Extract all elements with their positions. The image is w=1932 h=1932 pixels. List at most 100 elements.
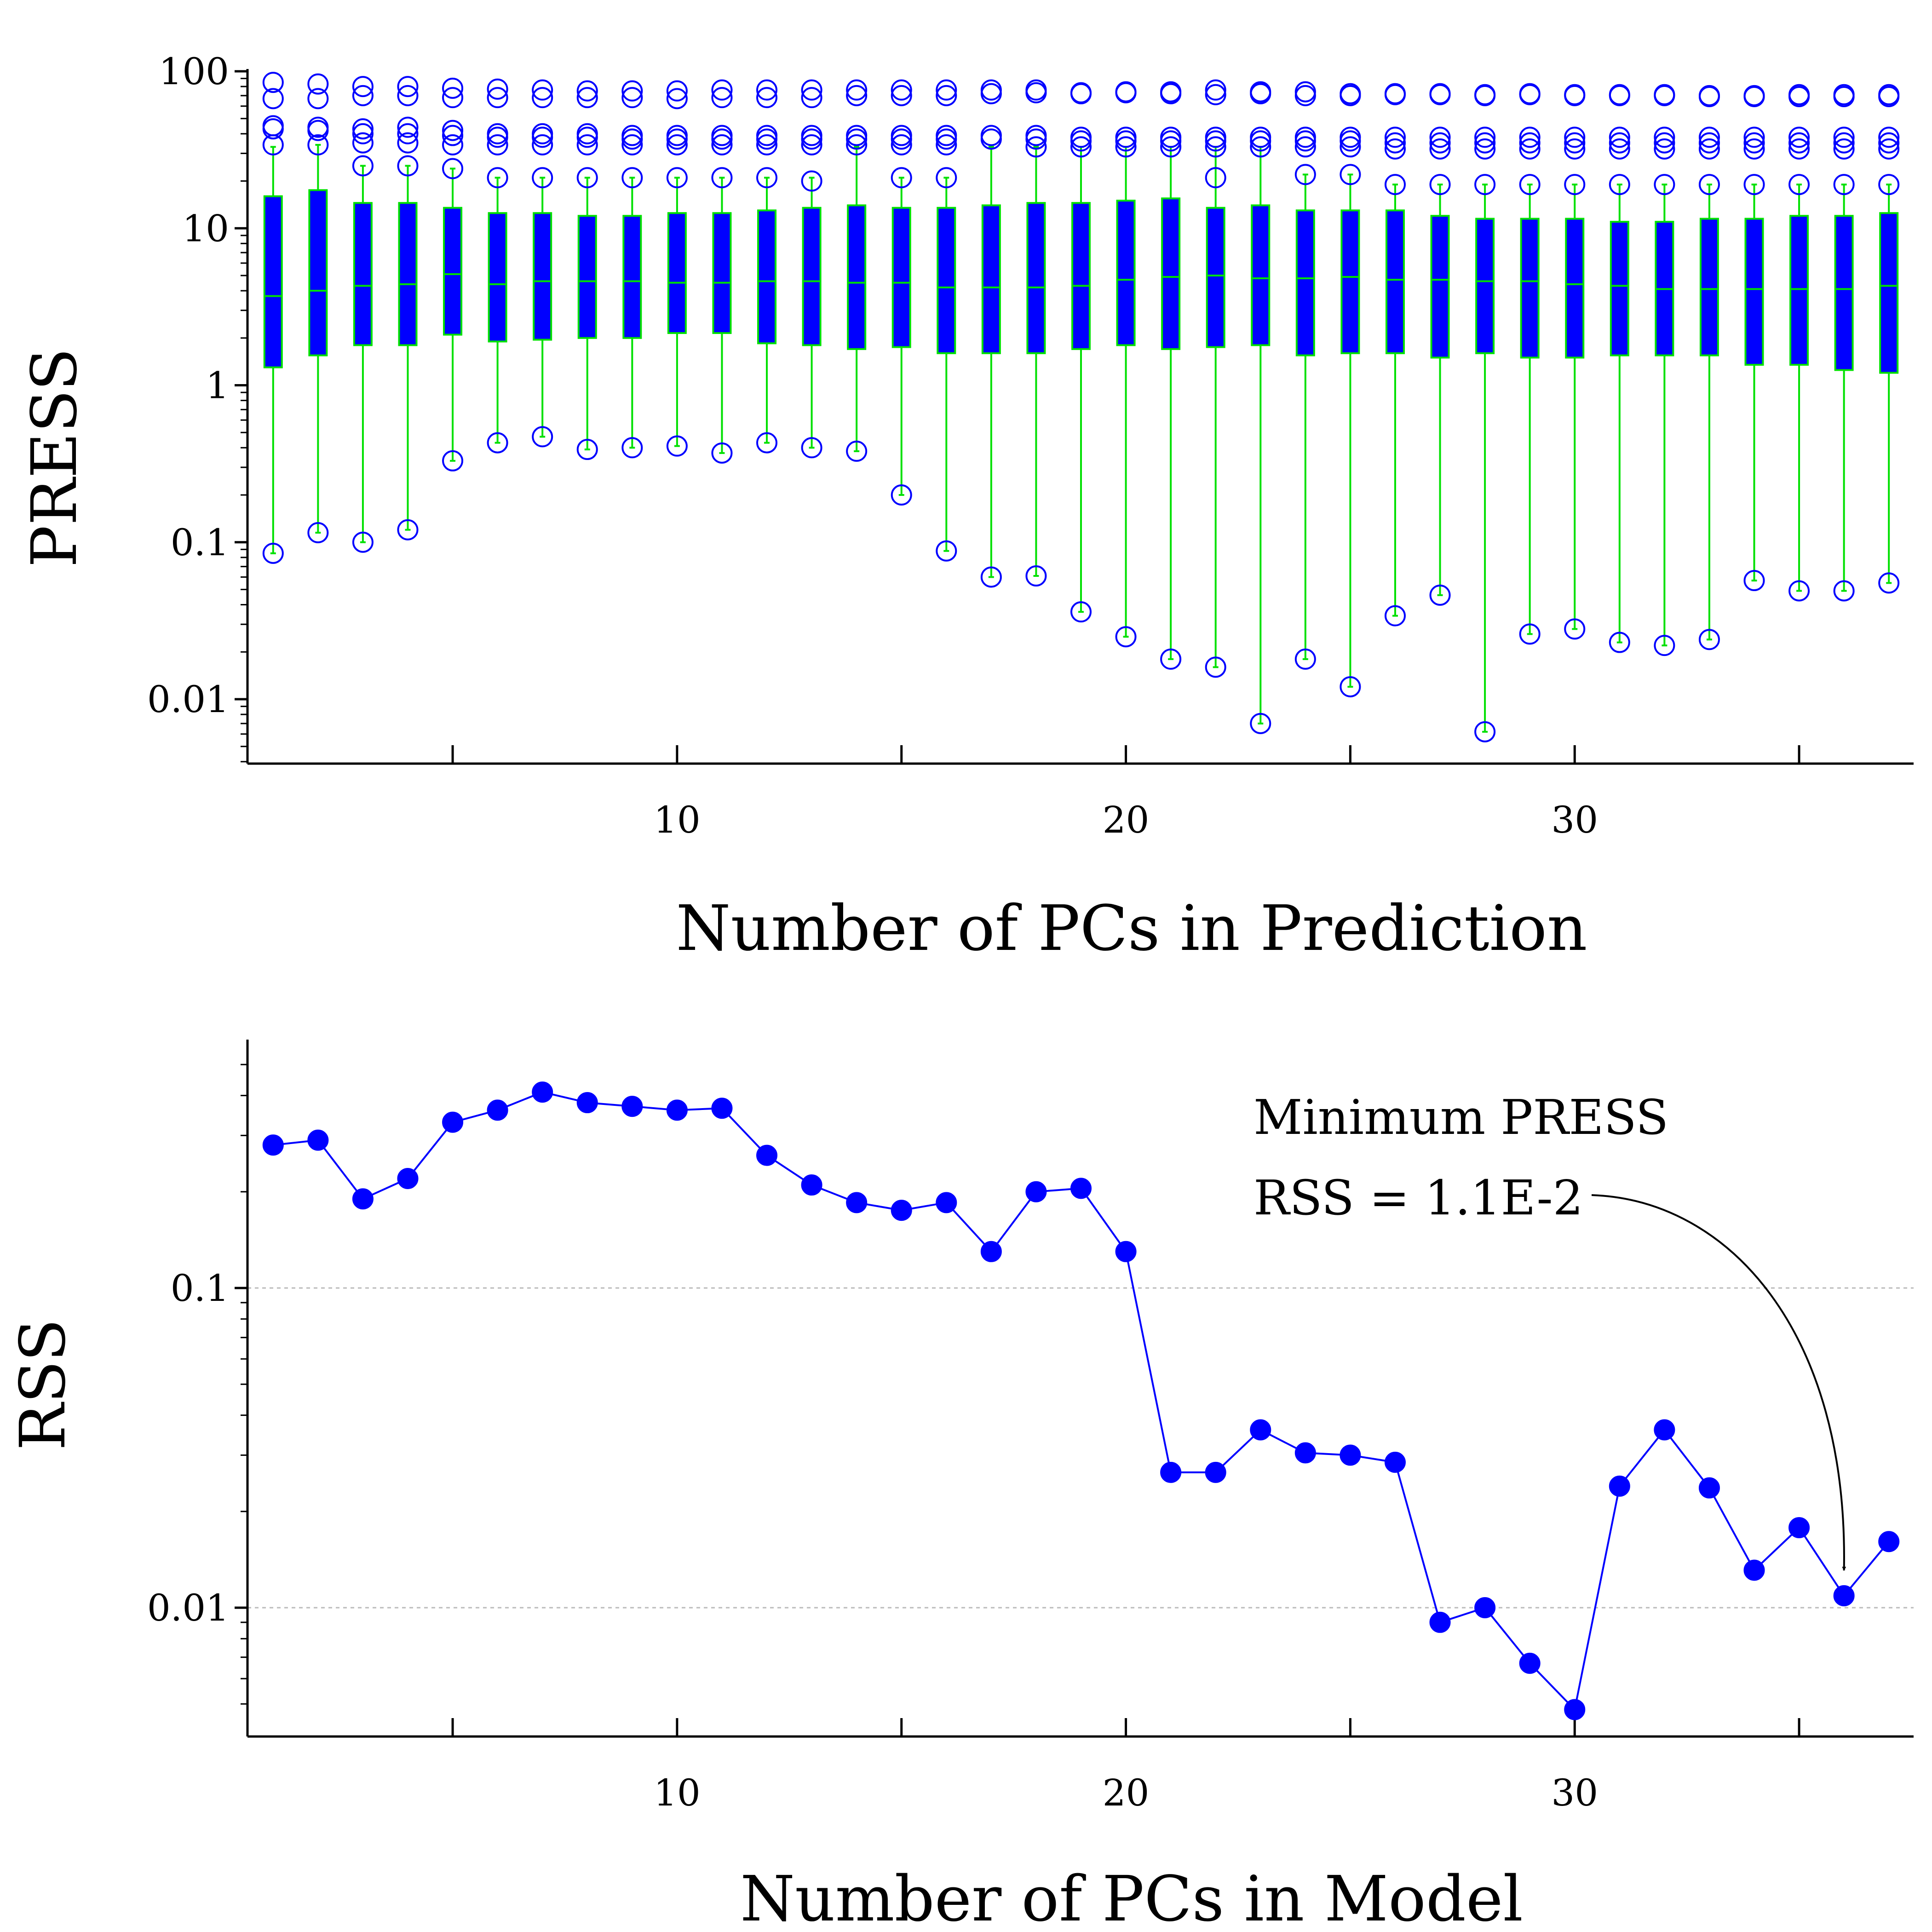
press-boxplot-panel: 0.01 0.1 1 10 100 10 20 30 Number of PCs in Pr… [18,50,1914,965]
press-outlier-low [262,542,284,564]
press-outlier-high [576,134,598,155]
rss-point-15 [891,1200,912,1221]
press-outlier-high [352,123,374,144]
press-outlier-high [666,134,688,155]
press-outlier-low [756,432,778,454]
press-outlier-high [1115,82,1137,104]
press-outlier-high [846,85,868,106]
press-outlier-high [487,87,508,109]
press-outlier-low [1564,618,1586,640]
press-outlier-high [397,116,419,138]
press-outlier-high [1519,174,1541,196]
press-outlier-high [307,88,329,109]
press-box-29 [1519,83,1541,645]
press-outlier-high [1788,86,1810,107]
press-box-8 [576,80,598,460]
press-outlier-high [487,134,508,155]
press-outlier-low [532,426,553,448]
press-outlier-high [980,128,1002,150]
press-outlier-high [1519,84,1541,105]
press-outlier-high [1205,167,1226,189]
press-box-iqr [712,212,732,334]
rss-point-16 [936,1192,957,1213]
press-outlier-high [1609,138,1630,160]
rss-grid [247,1287,1914,1609]
press-outlier-high [576,87,598,109]
press-x-tick-label: 30 [1551,799,1598,841]
press-outlier-high [352,155,374,177]
press-box-iqr [1340,209,1360,354]
press-box-1 [262,72,284,564]
press-outlier-low [1519,623,1541,645]
press-x-ticks: 10 20 30 [451,745,1800,841]
press-outlier-high [891,85,912,106]
press-outlier-high [801,128,822,150]
rss-point-24 [1294,1442,1316,1464]
press-outlier-high [532,167,553,189]
press-box-iqr [981,204,1001,354]
press-outlier-high [307,134,329,155]
rss-y-axis-title: RSS [7,1319,80,1450]
press-outlier-low [1474,721,1496,742]
press-box-iqr [1161,197,1181,350]
press-outlier-low [1115,626,1137,648]
rss-point-37 [1878,1531,1900,1552]
press-outlier-high [1788,84,1810,105]
press-outlier-high [621,134,643,155]
press-box-iqr [1744,218,1764,366]
press-outlier-high [1788,174,1810,196]
rss-point-2 [307,1129,329,1151]
press-box-11 [711,79,733,464]
press-outlier-high [1833,132,1855,154]
press-outlier-high [1698,126,1720,148]
rss-x-tick-label: 10 [654,1771,701,1814]
press-outlier-low [1429,584,1451,606]
press-box-iqr [1251,204,1271,346]
press-outlier-high [1025,82,1047,104]
press-outlier-high [1743,138,1765,160]
press-outlier-high [891,128,912,150]
press-outlier-high [352,118,374,140]
press-box-31 [1609,84,1630,653]
rss-point-31 [1609,1475,1630,1497]
press-box-iqr [1610,221,1629,356]
press-axes [246,69,1914,765]
annotation-arrow [1591,1194,1846,1571]
press-outlier-high [756,167,778,189]
press-outlier-low [846,440,868,462]
press-outlier-high [307,73,329,95]
press-outlier-high [1698,174,1720,196]
press-outlier-low [1250,713,1271,734]
press-outlier-high [1878,174,1900,196]
rss-point-13 [801,1174,822,1196]
press-outlier-low [1698,629,1720,650]
rss-point-34 [1743,1559,1765,1581]
press-outlier-low [352,531,374,553]
press-outlier-high [1698,86,1720,107]
press-box-6 [487,78,508,454]
press-box-iqr [1206,207,1225,348]
press-box-iqr [1565,218,1585,359]
press-outlier-low [1384,605,1406,627]
rss-point-23 [1250,1419,1271,1441]
press-outlier-high [711,128,733,150]
rss-point-33 [1698,1477,1720,1499]
press-outlier-high [1429,84,1451,105]
press-outlier-high [1115,136,1137,158]
press-outlier-high [1878,84,1900,105]
press-outlier-high [1384,174,1406,196]
press-outlier-high [801,170,822,192]
press-box-iqr [443,207,463,336]
press-plot-area [262,72,1900,742]
press-box-iqr [667,212,687,334]
press-box-iqr [1520,218,1540,359]
rss-point-9 [621,1096,643,1117]
rss-point-30 [1564,1699,1586,1720]
press-box-28 [1474,84,1496,742]
press-box-iqr [802,207,822,346]
press-box-iqr [1699,218,1719,356]
press-outlier-high [1788,126,1810,148]
press-outlier-low [1205,656,1226,678]
press-outlier-high [1654,174,1675,196]
